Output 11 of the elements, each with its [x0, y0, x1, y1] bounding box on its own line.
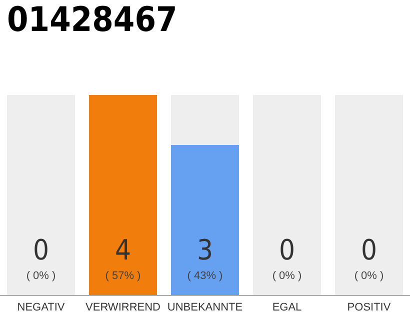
x-tick-label: VERWIRREND — [86, 302, 161, 314]
x-tick-label: EGAL — [272, 302, 302, 314]
x-tick-label: NEGATIV — [17, 302, 66, 314]
chart-title: 01428467 — [7, 0, 178, 40]
data-label: 0 ( 0% ) — [272, 234, 302, 282]
data-label: 4 ( 57% ) — [105, 234, 141, 282]
x-tick-label: UNBEKANNTE — [167, 302, 243, 314]
x-tick-label: POSITIV — [347, 302, 392, 314]
data-label: 0 ( 0% ) — [354, 234, 384, 282]
data-label: 0 ( 0% ) — [26, 234, 56, 282]
data-label: 3 ( 43% ) — [187, 234, 223, 282]
